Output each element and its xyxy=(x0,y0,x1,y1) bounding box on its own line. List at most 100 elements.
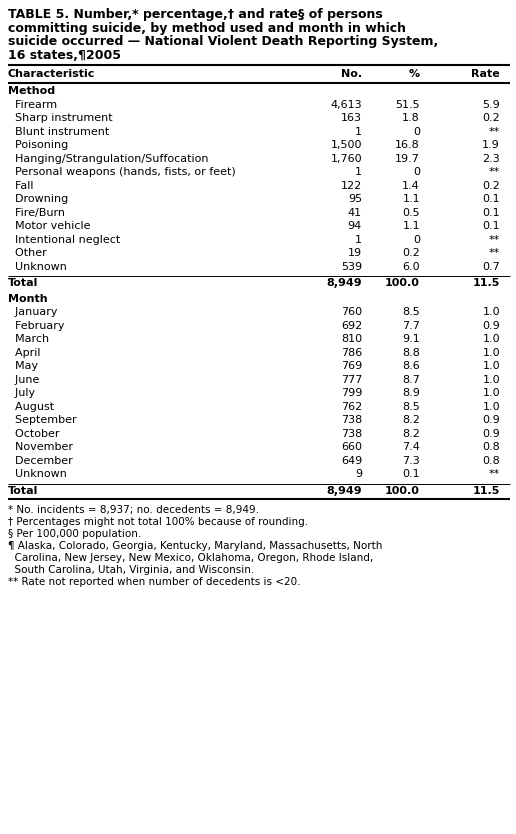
Text: 1.0: 1.0 xyxy=(482,361,500,371)
Text: 0.9: 0.9 xyxy=(482,415,500,425)
Text: 0.1: 0.1 xyxy=(482,221,500,231)
Text: 6.0: 6.0 xyxy=(402,262,420,272)
Text: 8.2: 8.2 xyxy=(402,415,420,425)
Text: * No. incidents = 8,937; no. decedents = 8,949.: * No. incidents = 8,937; no. decedents =… xyxy=(8,505,259,515)
Text: 9: 9 xyxy=(355,469,362,479)
Text: 1.1: 1.1 xyxy=(402,194,420,204)
Text: 769: 769 xyxy=(341,361,362,371)
Text: 0: 0 xyxy=(413,167,420,177)
Text: 0: 0 xyxy=(413,127,420,137)
Text: TABLE 5. Number,* percentage,† and rate§ of persons: TABLE 5. Number,* percentage,† and rate§… xyxy=(8,8,383,21)
Text: 1.4: 1.4 xyxy=(402,180,420,190)
Text: 19: 19 xyxy=(348,248,362,258)
Text: 8.7: 8.7 xyxy=(402,374,420,384)
Text: 692: 692 xyxy=(341,320,362,330)
Text: 1.0: 1.0 xyxy=(482,374,500,384)
Text: 94: 94 xyxy=(348,221,362,231)
Text: 4,613: 4,613 xyxy=(330,99,362,109)
Text: Characteristic: Characteristic xyxy=(8,69,95,79)
Text: June: June xyxy=(8,374,39,384)
Text: 0.1: 0.1 xyxy=(402,469,420,479)
Text: Firearm: Firearm xyxy=(8,99,57,109)
Text: 0.2: 0.2 xyxy=(482,180,500,190)
Text: Hanging/Strangulation/Suffocation: Hanging/Strangulation/Suffocation xyxy=(8,153,208,163)
Text: 8.5: 8.5 xyxy=(402,307,420,317)
Text: Personal weapons (hands, fists, or feet): Personal weapons (hands, fists, or feet) xyxy=(8,167,236,177)
Text: July: July xyxy=(8,388,35,398)
Text: ¶ Alaska, Colorado, Georgia, Kentucky, Maryland, Massachusetts, North: ¶ Alaska, Colorado, Georgia, Kentucky, M… xyxy=(8,541,382,551)
Text: Drowning: Drowning xyxy=(8,194,68,204)
Text: 1.0: 1.0 xyxy=(482,388,500,398)
Text: 0.1: 0.1 xyxy=(482,194,500,204)
Text: Blunt instrument: Blunt instrument xyxy=(8,127,109,137)
Text: 7.4: 7.4 xyxy=(402,442,420,452)
Text: **: ** xyxy=(489,234,500,244)
Text: 777: 777 xyxy=(341,374,362,384)
Text: 0.2: 0.2 xyxy=(482,113,500,123)
Text: 738: 738 xyxy=(341,415,362,425)
Text: 0.5: 0.5 xyxy=(402,208,420,218)
Text: Unknown: Unknown xyxy=(8,469,67,479)
Text: 8.6: 8.6 xyxy=(402,361,420,371)
Text: September: September xyxy=(8,415,76,425)
Text: 1.0: 1.0 xyxy=(482,348,500,358)
Text: 649: 649 xyxy=(341,455,362,465)
Text: 738: 738 xyxy=(341,429,362,439)
Text: 5.9: 5.9 xyxy=(482,99,500,109)
Text: Sharp instrument: Sharp instrument xyxy=(8,113,112,123)
Text: 1.0: 1.0 xyxy=(482,334,500,344)
Text: May: May xyxy=(8,361,38,371)
Text: 11.5: 11.5 xyxy=(473,485,500,495)
Text: October: October xyxy=(8,429,59,439)
Text: 0: 0 xyxy=(413,234,420,244)
Text: 2.3: 2.3 xyxy=(482,153,500,163)
Text: 7.7: 7.7 xyxy=(402,320,420,330)
Text: 19.7: 19.7 xyxy=(395,153,420,163)
Text: 8.9: 8.9 xyxy=(402,388,420,398)
Text: November: November xyxy=(8,442,73,452)
Text: 9.1: 9.1 xyxy=(402,334,420,344)
Text: 1.0: 1.0 xyxy=(482,307,500,317)
Text: Poisoning: Poisoning xyxy=(8,140,68,150)
Text: 1: 1 xyxy=(355,127,362,137)
Text: 0.8: 0.8 xyxy=(482,455,500,465)
Text: Fire/Burn: Fire/Burn xyxy=(8,208,65,218)
Text: 41: 41 xyxy=(348,208,362,218)
Text: February: February xyxy=(8,320,64,330)
Text: January: January xyxy=(8,307,57,317)
Text: 122: 122 xyxy=(341,180,362,190)
Text: 1.0: 1.0 xyxy=(482,401,500,411)
Text: No.: No. xyxy=(341,69,362,79)
Text: 16 states,¶2005: 16 states,¶2005 xyxy=(8,48,121,62)
Text: 1: 1 xyxy=(355,234,362,244)
Text: 100.0: 100.0 xyxy=(385,485,420,495)
Text: § Per 100,000 population.: § Per 100,000 population. xyxy=(8,529,141,539)
Text: ** Rate not reported when number of decedents is <20.: ** Rate not reported when number of dece… xyxy=(8,577,300,587)
Text: 163: 163 xyxy=(341,113,362,123)
Text: Total: Total xyxy=(8,278,38,288)
Text: suicide occurred — National Violent Death Reporting System,: suicide occurred — National Violent Deat… xyxy=(8,35,438,48)
Text: Carolina, New Jersey, New Mexico, Oklahoma, Oregon, Rhode Island,: Carolina, New Jersey, New Mexico, Oklaho… xyxy=(8,553,373,563)
Text: 762: 762 xyxy=(341,401,362,411)
Text: 11.5: 11.5 xyxy=(473,278,500,288)
Text: 810: 810 xyxy=(341,334,362,344)
Text: 16.8: 16.8 xyxy=(395,140,420,150)
Text: South Carolina, Utah, Virginia, and Wisconsin.: South Carolina, Utah, Virginia, and Wisc… xyxy=(8,565,254,575)
Text: 8.2: 8.2 xyxy=(402,429,420,439)
Text: December: December xyxy=(8,455,73,465)
Text: Month: Month xyxy=(8,294,47,304)
Text: Rate: Rate xyxy=(471,69,500,79)
Text: 1.8: 1.8 xyxy=(402,113,420,123)
Text: † Percentages might not total 100% because of rounding.: † Percentages might not total 100% becau… xyxy=(8,517,308,527)
Text: committing suicide, by method used and month in which: committing suicide, by method used and m… xyxy=(8,22,406,34)
Text: **: ** xyxy=(489,469,500,479)
Text: 0.2: 0.2 xyxy=(402,248,420,258)
Text: 51.5: 51.5 xyxy=(395,99,420,109)
Text: 8.8: 8.8 xyxy=(402,348,420,358)
Text: Intentional neglect: Intentional neglect xyxy=(8,234,120,244)
Text: Other: Other xyxy=(8,248,47,258)
Text: Total: Total xyxy=(8,485,38,495)
Text: 799: 799 xyxy=(341,388,362,398)
Text: 8,949: 8,949 xyxy=(327,485,362,495)
Text: Fall: Fall xyxy=(8,180,34,190)
